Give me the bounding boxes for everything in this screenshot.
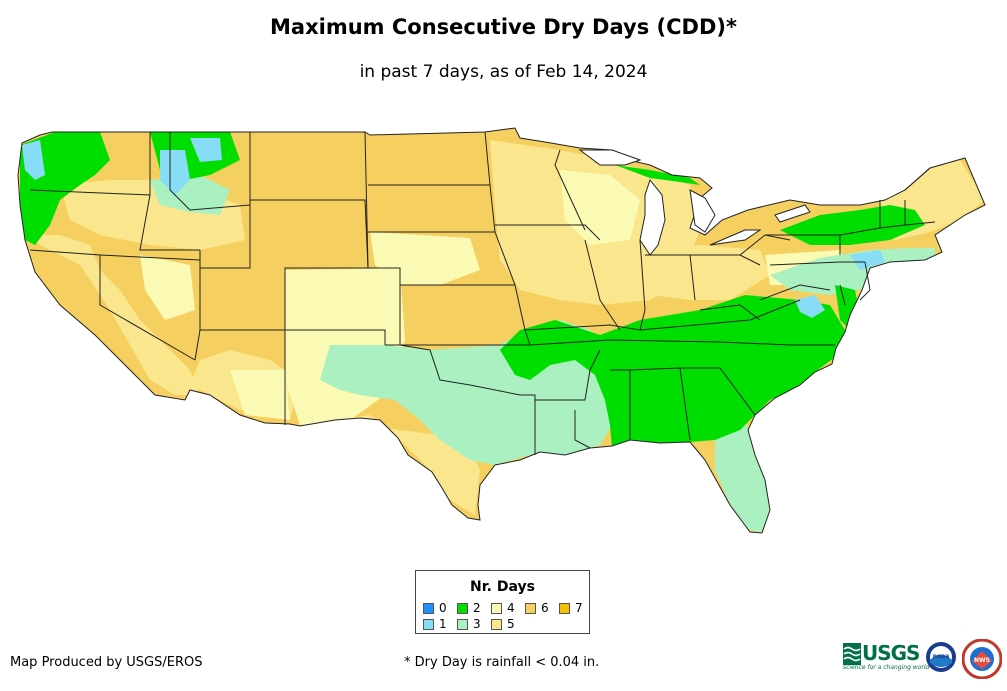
legend-label: 6 (541, 601, 549, 615)
cdd-2-great-lakes (615, 165, 700, 185)
legend-swatch (457, 602, 468, 614)
cdd-1-nj-ny (850, 250, 885, 270)
dry-day-note: * Dry Day is rainfall < 0.04 in. (404, 655, 600, 670)
legend-swatch (525, 602, 536, 614)
legend-label: 3 (473, 617, 481, 631)
legend-label: 4 (507, 601, 515, 615)
usgs-wordmark: USGS (862, 641, 920, 665)
cdd-2-southeast (500, 295, 845, 448)
legend-item: 3 (457, 617, 481, 631)
cdd-4-nebraska (370, 232, 480, 285)
cdd-3-mid-atlantic (770, 248, 935, 295)
usgs-tagline: science for a changing world (843, 664, 930, 671)
legend-grid: 0 1 2 3 4 5 6 7 (423, 601, 588, 631)
nws-label: NWS (974, 657, 990, 664)
legend-swatch (491, 618, 502, 630)
map-title: Maximum Consecutive Dry Days (CDD)* (270, 15, 737, 39)
nws-logo: NWS (962, 639, 1002, 679)
cdd-5-ohio (640, 245, 770, 300)
cdd-5-west-coast (18, 230, 200, 395)
legend-swatch (559, 602, 570, 614)
state-borders (17, 127, 986, 534)
cdd-1-puget-sound (22, 140, 45, 180)
cdd-4-wisconsin (560, 170, 640, 245)
legend-label: 5 (507, 617, 515, 631)
credit-text: Map Produced by USGS/EROS (10, 655, 203, 670)
legend-swatch (491, 602, 502, 614)
legend-swatch (423, 602, 434, 614)
legend-label: 0 (439, 601, 447, 615)
cdd-4-nevada (140, 255, 195, 320)
legend-label: 1 (439, 617, 447, 631)
cdd-1-virginia (795, 295, 825, 318)
legend-label: 2 (473, 601, 481, 615)
legend: Nr. Days 0 1 2 3 4 5 6 (415, 570, 590, 634)
legend-swatch (457, 618, 468, 630)
cdd-3-florida (715, 420, 770, 533)
noaa-logo: noaa (926, 642, 956, 672)
legend-item: 4 (491, 601, 515, 615)
legend-item: 6 (525, 601, 549, 615)
legend-label: 7 (575, 601, 583, 615)
cdd-1-montana (190, 138, 222, 162)
legend-item: 2 (457, 601, 481, 615)
legend-swatch (423, 618, 434, 630)
cdd-4-arizona (230, 370, 290, 420)
map-subtitle: in past 7 days, as of Feb 14, 2024 (359, 62, 648, 82)
legend-item: 5 (491, 617, 515, 631)
legend-item: 7 (559, 601, 583, 615)
great-lakes (578, 149, 811, 256)
legend-title: Nr. Days (470, 579, 535, 595)
legend-item: 0 (423, 601, 447, 615)
usgs-logo: USGS science for a changing world (843, 641, 929, 673)
legend-item: 1 (423, 617, 447, 631)
usgs-wave-icon (843, 643, 861, 665)
noaa-label: noaa (933, 653, 950, 660)
cdd-1-idaho (160, 150, 190, 195)
